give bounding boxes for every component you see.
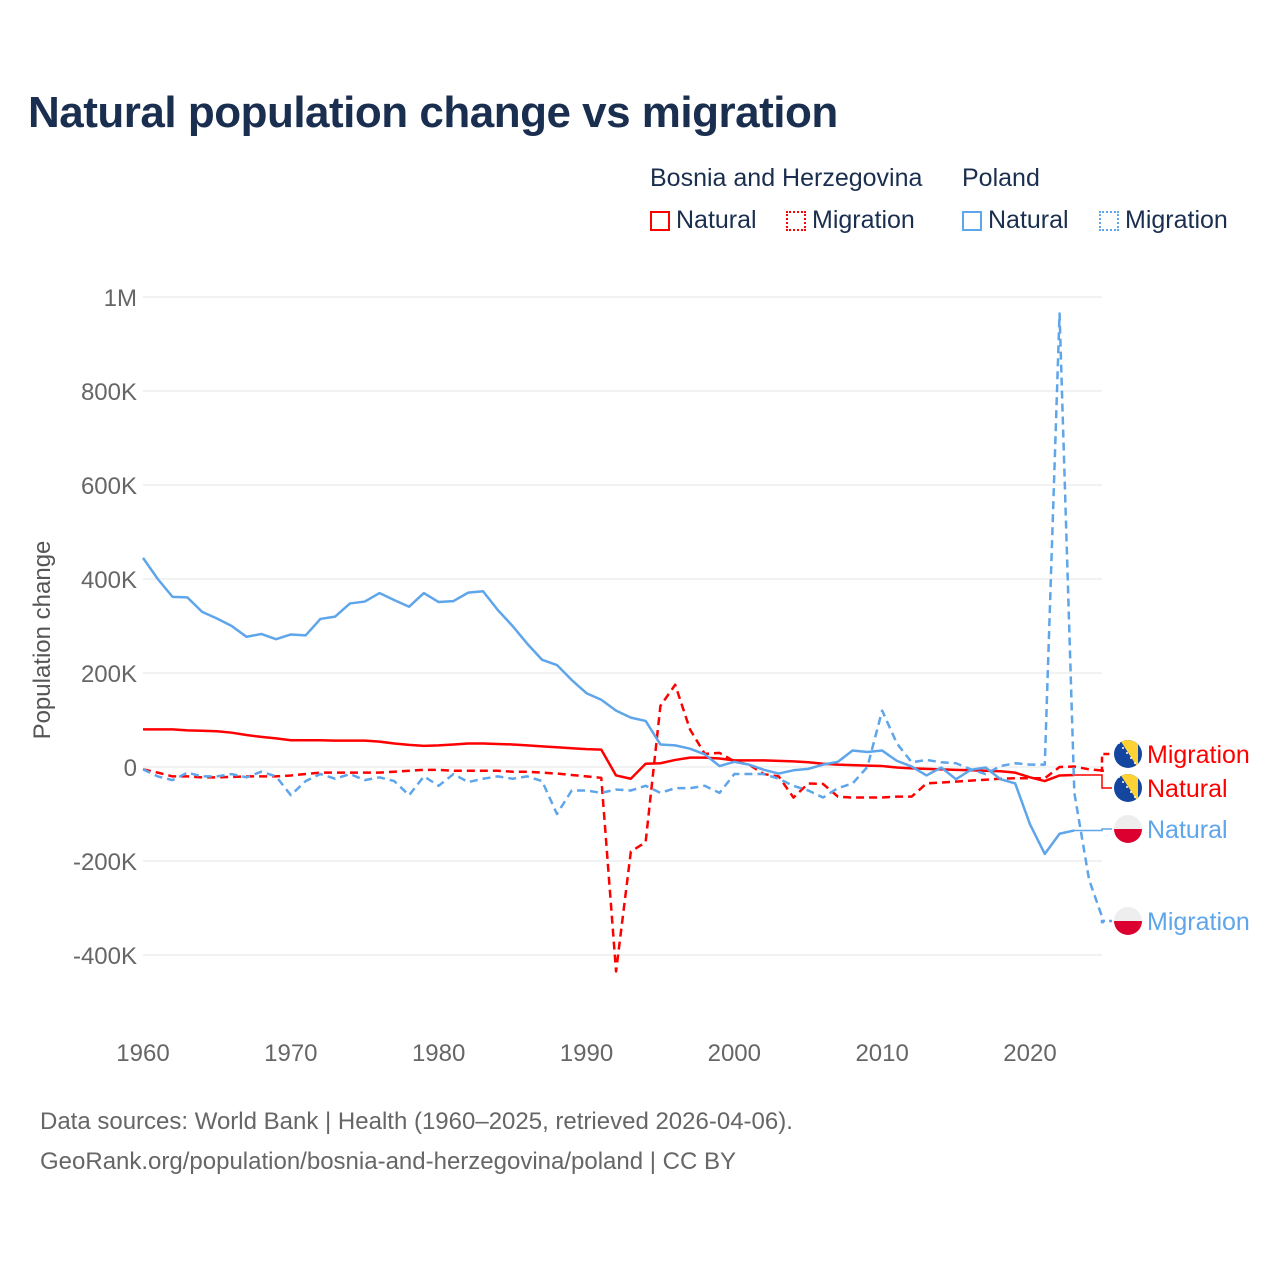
y-tick-label: -400K (73, 943, 137, 970)
source-line-2: GeoRank.org/population/bosnia-and-herzeg… (40, 1148, 737, 1175)
poland-flag-icon (1114, 815, 1142, 843)
flag-white-band (1114, 907, 1142, 921)
legend-swatch-dotted-red (786, 210, 806, 231)
x-tick-label: 2010 (855, 1040, 908, 1067)
y-tick-label: 1M (104, 285, 137, 312)
flag-star (1134, 796, 1136, 798)
flag-red-band (1114, 921, 1142, 935)
bosnia-flag-icon (1114, 740, 1142, 768)
legend-label: Migration (1125, 206, 1228, 234)
series-line-poland-migration (142, 312, 1106, 923)
label-connector (1074, 828, 1112, 832)
label-connector (1100, 752, 1112, 773)
flag-red-band (1114, 829, 1142, 843)
legend-label: Migration (812, 206, 915, 234)
flag-star (1118, 742, 1120, 744)
legend-label: Natural (676, 206, 757, 234)
series-end-label: Natural (1147, 816, 1228, 844)
x-tick-label: 1960 (116, 1040, 169, 1067)
x-tick-label: 2000 (708, 1040, 761, 1067)
flag-clip (1114, 907, 1142, 935)
legend-group-bosnia: Bosnia and Herzegovina (650, 164, 923, 192)
source-line-1: Data sources: World Bank | Health (1960–… (40, 1108, 793, 1135)
y-tick-label: -200K (73, 849, 137, 876)
x-tick-label: 2020 (1003, 1040, 1056, 1067)
flag-star (1126, 786, 1128, 788)
flag-white-band (1114, 815, 1142, 829)
flag-clip (1114, 815, 1142, 843)
legend-item-bosnia-migration[interactable]: Migration (786, 206, 915, 235)
series-end-label: Natural (1147, 775, 1228, 803)
y-tick-label: 400K (81, 567, 137, 594)
series-line-bosnia-and-herzegovina-migration (142, 683, 1105, 973)
y-tick-label: 800K (81, 379, 137, 406)
legend-label: Natural (988, 206, 1069, 234)
flag-star (1130, 791, 1132, 793)
legend-swatch-solid-red (650, 210, 670, 231)
series-line-poland-natural (141, 557, 1075, 856)
poland-flag-icon (1114, 907, 1142, 935)
legend-swatch-dotted-blue (1099, 210, 1119, 231)
y-axis-label: Population change (29, 541, 56, 740)
legend-swatch-solid-blue (962, 210, 982, 231)
flag-yellow-triangle (1120, 740, 1138, 768)
flag-star (1126, 752, 1128, 754)
series-line-bosnia-and-herzegovina-natural (143, 728, 1075, 783)
flag-star (1122, 781, 1124, 783)
y-tick-label: 200K (81, 661, 137, 688)
x-tick-label: 1970 (264, 1040, 317, 1067)
flag-clip (1114, 740, 1142, 768)
label-connector (1074, 774, 1112, 789)
series-end-label: Migration (1147, 741, 1250, 769)
flag-star (1134, 762, 1136, 764)
flag-yellow-triangle (1120, 774, 1138, 802)
legend-item-poland-migration[interactable]: Migration (1099, 206, 1228, 235)
bosnia-flag-icon (1114, 774, 1142, 802)
legend-item-poland-natural[interactable]: Natural (962, 206, 1069, 235)
flag-star (1122, 747, 1124, 749)
flag-clip (1114, 774, 1142, 802)
flag-star (1130, 757, 1132, 759)
y-tick-label: 600K (81, 473, 137, 500)
label-connector (1100, 919, 1112, 924)
legend-item-bosnia-natural[interactable]: Natural (650, 206, 757, 235)
y-tick-label: 0 (124, 755, 137, 782)
flag-star (1118, 776, 1120, 778)
series-end-label: Migration (1147, 908, 1250, 936)
legend-group-poland: Poland (962, 164, 1040, 192)
chart-title: Natural population change vs migration (28, 88, 838, 137)
x-tick-label: 1980 (412, 1040, 465, 1067)
x-tick-label: 1990 (560, 1040, 613, 1067)
